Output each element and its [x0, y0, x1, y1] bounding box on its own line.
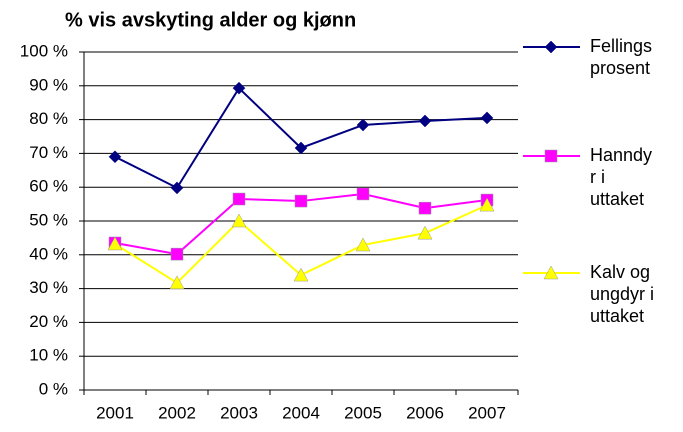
data-point	[294, 194, 308, 208]
chart-title: % vis avskyting alder og kjønn	[65, 9, 356, 31]
x-tick-label: 2002	[158, 403, 196, 422]
legend-label: Kalv og ungdyr i uttaket	[590, 262, 655, 326]
data-point	[479, 197, 495, 212]
legend-marker	[544, 40, 558, 54]
data-point	[418, 114, 432, 128]
data-point	[108, 150, 122, 164]
x-tick-label: 2006	[406, 403, 444, 422]
y-tick-label: 70 %	[29, 143, 68, 162]
x-tick-label: 2004	[282, 403, 320, 422]
data-point	[356, 118, 370, 132]
legend-label: Fellingsprosent	[590, 36, 653, 78]
x-tick-label: 2007	[468, 403, 506, 422]
y-tick-label: 60 %	[29, 177, 68, 196]
y-tick-label: 50 %	[29, 210, 68, 229]
y-tick-label: 100 %	[20, 41, 68, 60]
data-point	[232, 81, 246, 95]
data-point	[232, 192, 246, 206]
series-line	[114, 86, 488, 190]
data-point	[107, 236, 123, 251]
data-point	[418, 201, 432, 215]
x-tick-label: 2005	[344, 403, 382, 422]
y-tick-label: 30 %	[29, 278, 68, 297]
data-point	[170, 181, 184, 195]
y-tick-label: 90 %	[29, 75, 68, 94]
data-point	[294, 141, 308, 155]
x-tick-label: 2003	[220, 403, 258, 422]
data-point	[417, 225, 433, 240]
y-tick-label: 0 %	[39, 379, 68, 398]
data-point	[170, 247, 184, 261]
y-tick-label: 40 %	[29, 244, 68, 263]
data-point	[355, 237, 371, 252]
data-point	[169, 275, 185, 290]
y-tick-label: 80 %	[29, 109, 68, 128]
data-point	[293, 267, 309, 282]
y-tick-label: 20 %	[29, 312, 68, 331]
legend-label: Hanndyr i uttaket	[590, 145, 653, 209]
y-tick-label: 10 %	[29, 346, 68, 365]
data-point	[356, 187, 370, 201]
x-tick-label: 2001	[96, 403, 134, 422]
legend-marker	[544, 149, 558, 163]
data-point	[480, 111, 494, 125]
legend-marker	[543, 265, 559, 280]
data-point	[231, 213, 247, 228]
